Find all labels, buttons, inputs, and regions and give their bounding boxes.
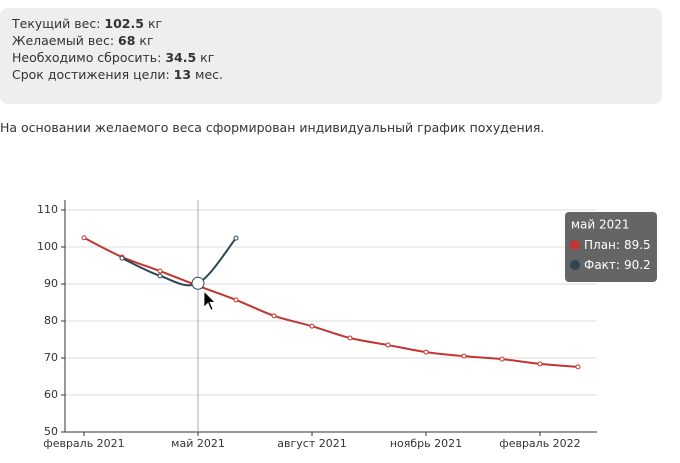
point <box>309 323 315 329</box>
point <box>347 335 353 341</box>
point <box>81 235 87 241</box>
info-label: Текущий вес: <box>12 16 101 31</box>
y-tick-label: 80 <box>44 314 58 327</box>
point <box>191 276 205 290</box>
point <box>233 235 239 241</box>
point <box>423 349 429 355</box>
info-unit: кг <box>139 33 154 48</box>
info-label: Срок достижения цели: <box>12 67 170 82</box>
point <box>575 364 581 370</box>
tooltip-label: Факт: <box>584 258 620 272</box>
tooltip-dot <box>570 260 580 270</box>
point <box>271 313 277 319</box>
tooltip-title: май 2021 <box>571 218 630 232</box>
point <box>537 361 543 367</box>
info-unit: мес. <box>195 67 224 82</box>
y-tick-label: 70 <box>44 351 58 364</box>
point <box>233 297 239 303</box>
tooltip-box <box>565 212 657 282</box>
cursor <box>203 290 216 311</box>
info-row: Желаемый вес: 68 кг <box>12 32 662 49</box>
info-value: 68 <box>118 33 136 48</box>
info-box: Текущий вес: 102.5 кг Желаемый вес: 68 кг… <box>0 8 662 104</box>
point <box>157 273 163 279</box>
x-tick-label: май 2021 <box>171 437 225 450</box>
x-tick-label: февраль 2022 <box>499 437 580 450</box>
chart: 50 60 70 80 90 100 110 февраль 2021 май 2021 авгу… <box>37 200 657 450</box>
info-row: Срок достижения цели: 13 мес. <box>12 66 662 83</box>
y-tick-label: 110 <box>37 203 58 216</box>
tooltip-item: Факт: 90.2 <box>584 258 651 272</box>
point <box>157 268 163 274</box>
point <box>119 255 125 261</box>
tooltip-value: 90.2 <box>624 258 651 272</box>
info-unit: кг <box>147 16 163 31</box>
info-row: Текущий вес: 102.5 кг <box>12 15 662 32</box>
tooltip-item: План: 89.5 <box>584 238 651 252</box>
point <box>499 356 505 362</box>
info-value: 102.5 <box>104 16 144 31</box>
series-line <box>83 236 579 368</box>
info-value: 13 <box>173 67 192 82</box>
description: На основании желаемого веса сформирован … <box>0 120 545 135</box>
info-row: Необходимо сбросить: 34.5 кг <box>12 49 662 66</box>
x-tick-label: февраль 2021 <box>43 437 124 450</box>
info-value: 34.5 <box>165 50 197 65</box>
point <box>461 353 467 359</box>
info-label: Необходимо сбросить: <box>12 50 162 65</box>
tooltip-dot <box>570 240 580 250</box>
series-line <box>121 237 237 287</box>
y-tick-label: 100 <box>37 240 58 253</box>
x-tick-label: ноябрь 2021 <box>390 437 462 450</box>
y-tick-label: 60 <box>44 388 58 401</box>
tooltip: май 2021 План: 89.5 Факт: 90.2 <box>565 212 657 282</box>
y-tick-label: 50 <box>44 425 58 438</box>
x-tick-label: август 2021 <box>277 437 346 450</box>
info-unit: кг <box>200 50 215 65</box>
info-label: Желаемый вес: <box>12 33 115 48</box>
tooltip-label: План: <box>584 238 620 252</box>
tooltip-value: 89.5 <box>624 238 651 252</box>
y-tick-label: 90 <box>44 277 58 290</box>
point <box>385 342 391 348</box>
